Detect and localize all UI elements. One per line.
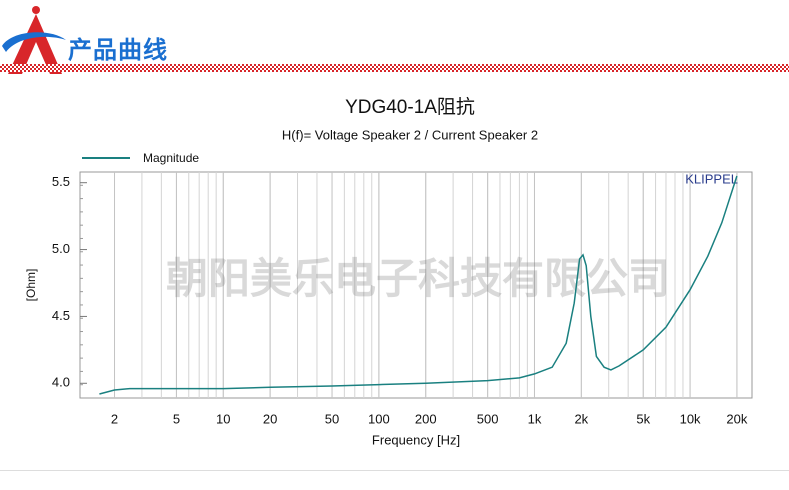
chart: YDG40-1A阻抗 H(f)= Voltage Speaker 2 / Cur…: [24, 96, 753, 447]
x-tick-label: 1k: [528, 411, 542, 426]
x-tick-label: 2: [111, 411, 118, 426]
x-axis-label: Frequency [Hz]: [372, 432, 460, 447]
logo: [2, 6, 66, 74]
chart-title: YDG40-1A阻抗: [345, 96, 475, 118]
divider: [0, 64, 789, 72]
footer-line: [0, 470, 789, 471]
y-tick-label: 5.0: [52, 241, 70, 256]
x-tick-label: 50: [325, 411, 339, 426]
x-tick-label: 5k: [636, 411, 650, 426]
y-tick-label: 5.5: [52, 174, 70, 189]
legend-label: Magnitude: [143, 151, 199, 165]
x-tick-label: 200: [415, 411, 437, 426]
series-line: [99, 175, 738, 395]
y-tick-label: 4.5: [52, 308, 70, 323]
x-tick-label: 2k: [574, 411, 588, 426]
watermark: 朝阳美乐电子科技有限公司: [166, 255, 670, 302]
y-tick-label: 4.0: [52, 375, 70, 390]
brand: KLIPPEL: [685, 171, 738, 186]
x-tick-label: 10: [216, 411, 230, 426]
x-tick-label: 500: [477, 411, 499, 426]
chart-subtitle: H(f)= Voltage Speaker 2 / Current Speake…: [282, 127, 538, 142]
plot-area: [79, 171, 753, 399]
x-tick-label: 100: [368, 411, 390, 426]
header-title: 产品曲线: [68, 37, 168, 64]
x-tick-label: 5: [173, 411, 180, 426]
x-tick-label: 20: [263, 411, 277, 426]
x-tick-label: 10k: [680, 411, 701, 426]
x-tick-label: 20k: [726, 411, 747, 426]
y-axis-label: [Ohm]: [24, 269, 38, 302]
